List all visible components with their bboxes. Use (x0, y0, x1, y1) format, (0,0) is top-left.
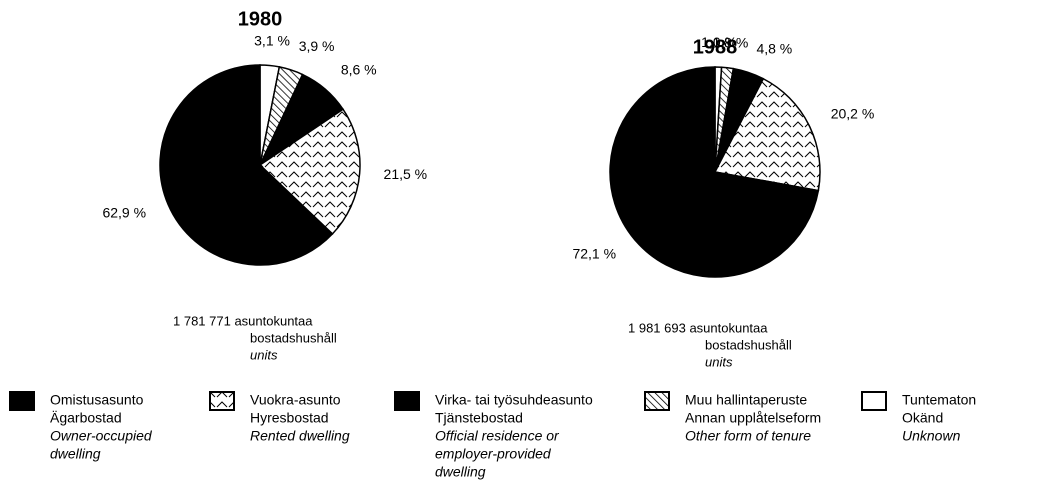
legend-label: dwelling (50, 446, 101, 462)
pie-slice (713, 77, 821, 192)
legend-swatch (861, 391, 887, 411)
legend-label: Virka- tai työsuhdeasunto (435, 392, 593, 408)
total-note: bostadshushåll (705, 337, 792, 352)
legend-label: Annan upplåtelseform (685, 410, 821, 426)
legend-label: Tuntematon (902, 392, 976, 408)
slice-label: 72,1 % (572, 245, 616, 261)
legend-label: Muu hallintaperuste (685, 392, 807, 408)
slice-label: 3,1 % (254, 32, 290, 48)
slice-label: 21,5 % (384, 166, 428, 182)
total-note: units (705, 354, 733, 369)
legend-label: Rented dwelling (250, 428, 350, 444)
legend-swatch (644, 391, 670, 411)
legend-label: Okänd (902, 410, 943, 426)
slice-label: 62,9 % (102, 205, 146, 221)
legend-label: Hyresbostad (250, 410, 329, 426)
legend-label: Tjänstebostad (435, 410, 523, 426)
legend-label: Unknown (902, 428, 961, 444)
total-note: 1 981 693 asuntokuntaa (628, 320, 768, 335)
slice-label: 1,0 % (701, 34, 737, 50)
total-note: units (250, 347, 278, 362)
legend-label: Vuokra-asunto (250, 392, 341, 408)
legend-label: Owner-occupied (50, 428, 153, 444)
slice-label: 1,8 % (712, 35, 748, 51)
slice-label: 3,9 % (299, 38, 335, 54)
slice-label: 4,8 % (756, 41, 792, 57)
legend-label: Omistusasunto (50, 392, 144, 408)
chart-title: 1980 (238, 8, 283, 30)
legend-swatch (209, 391, 235, 411)
legend-label: employer-provided (435, 446, 552, 462)
slice-label: 20,2 % (831, 106, 875, 122)
total-note: 1 781 771 asuntokuntaa (173, 313, 313, 328)
legend-swatch (394, 391, 420, 411)
pie-slice (258, 108, 361, 235)
legend-label: Ägarbostad (50, 410, 122, 426)
pie-slice (159, 64, 334, 266)
pie-slice (609, 66, 820, 278)
chart-title: 1988 (693, 36, 738, 58)
total-note: bostadshushåll (250, 330, 337, 345)
legend-swatch (9, 391, 35, 411)
legend-label: Official residence or (435, 428, 560, 444)
legend-label: Other form of tenure (685, 428, 811, 444)
slice-label: 8,6 % (341, 62, 377, 78)
legend-label: dwelling (435, 464, 486, 480)
